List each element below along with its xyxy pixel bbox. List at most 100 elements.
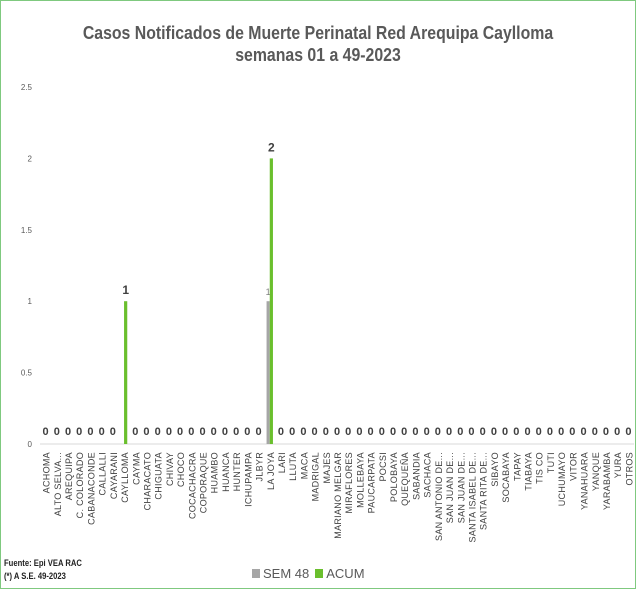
category-label: CHIGUATA <box>154 452 164 500</box>
data-label-acum: 0 <box>312 426 318 438</box>
chart-title: Casos Notificados de Muerte Perinatal Re… <box>82 23 554 43</box>
data-label-acum: 0 <box>491 426 497 438</box>
data-label-acum: 0 <box>110 426 116 438</box>
data-label-acum: 1 <box>122 283 129 297</box>
category-label: HUAMBO <box>210 452 220 493</box>
data-label-acum: 0 <box>99 426 105 438</box>
y-tick-label: 1.5 <box>21 226 33 235</box>
y-tick-label: 2.5 <box>21 83 33 92</box>
data-label-acum: 0 <box>323 426 329 438</box>
category-label: SOCABAYA <box>501 452 511 503</box>
category-label: MOLLEBAYA <box>355 452 365 508</box>
data-label-acum: 0 <box>244 426 250 438</box>
bar-acum <box>269 158 273 444</box>
category-label: SABANDIA <box>411 452 421 500</box>
category-label: OTROS <box>624 452 634 486</box>
data-label-acum: 0 <box>625 426 631 438</box>
category-label: CHOCO <box>176 452 186 487</box>
category-label: JLBYR <box>255 452 265 482</box>
legend: SEM 48 ACUM <box>252 566 365 581</box>
category-label: YARABAMBA <box>602 452 612 510</box>
category-label: AREQUIPA <box>64 452 74 500</box>
data-label-acum: 0 <box>334 426 340 438</box>
category-label: CALLALLI <box>98 452 108 495</box>
data-label-acum: 0 <box>255 426 261 438</box>
category-label: SAN ANTONIO DE... <box>434 452 444 541</box>
category-label: CAYARANI <box>109 452 119 499</box>
y-tick-label: 2 <box>28 154 33 163</box>
category-label: C. COLORADO <box>75 452 85 518</box>
data-label-acum: 0 <box>222 426 228 438</box>
category-label: TIS CO <box>535 452 545 484</box>
source-note: Fuente: Epi VEA RAC <box>4 558 82 568</box>
data-label-acum: 0 <box>390 426 396 438</box>
data-label-acum: 0 <box>356 426 362 438</box>
category-label: SAN JUAN DE... <box>456 452 466 523</box>
chart-title-block: Casos Notificados de Muerte Perinatal Re… <box>38 22 598 66</box>
data-label-acum: 0 <box>155 426 161 438</box>
y-tick-label: 0.5 <box>21 369 33 378</box>
data-label-sem48: 1 <box>266 287 271 297</box>
data-label-acum: 0 <box>379 426 385 438</box>
category-label: MIRAFLORES <box>344 452 354 514</box>
category-label: YANAHUARA <box>580 452 590 510</box>
category-label: LARI <box>277 452 287 473</box>
data-label-acum: 2 <box>268 140 275 154</box>
y-tick-label: 0 <box>28 440 33 449</box>
category-label: MACA <box>299 452 309 479</box>
data-label-acum: 0 <box>581 426 587 438</box>
category-label: TIABAYA <box>524 452 534 491</box>
data-label-acum: 0 <box>54 426 60 438</box>
data-label-acum: 0 <box>480 426 486 438</box>
category-label: HUNTER <box>232 452 242 491</box>
data-label-acum: 0 <box>143 426 149 438</box>
data-label-acum: 0 <box>424 426 430 438</box>
data-label-acum: 0 <box>76 426 82 438</box>
data-label-acum: 0 <box>368 426 374 438</box>
data-label-acum: 0 <box>166 426 172 438</box>
data-label-acum: 0 <box>468 426 474 438</box>
data-label-acum: 0 <box>87 426 93 438</box>
category-label: TUTI <box>546 452 556 473</box>
data-label-acum: 0 <box>199 426 205 438</box>
category-label: SACHACA <box>423 452 433 498</box>
category-label: HUANCA <box>221 452 231 492</box>
category-label: TAPAY <box>512 452 522 481</box>
category-label: ACHOMA <box>42 452 52 493</box>
category-label: VITOR <box>568 452 578 481</box>
category-label: MAJES <box>322 452 332 484</box>
chart-subtitle: semanas 01 a 49-2023 <box>235 45 401 65</box>
data-label-acum: 0 <box>513 426 519 438</box>
data-label-acum: 0 <box>524 426 530 438</box>
data-label-acum: 0 <box>592 426 598 438</box>
category-label: POCSI <box>378 452 388 482</box>
data-label-acum: 0 <box>547 426 553 438</box>
category-label: COPORAQUE <box>199 452 209 513</box>
legend-item-acum: ACUM <box>315 566 365 581</box>
data-label-acum: 0 <box>401 426 407 438</box>
bar-acum <box>124 301 128 444</box>
category-label: LLUTA <box>288 452 298 481</box>
data-label-acum: 0 <box>65 426 71 438</box>
data-label-acum: 0 <box>457 426 463 438</box>
category-label: MARIANO MELGAR <box>333 452 343 539</box>
data-label-acum: 0 <box>188 426 194 438</box>
category-label: CAYMA <box>131 452 141 485</box>
category-label: ALTO SELVA... <box>53 452 63 516</box>
data-label-acum: 0 <box>211 426 217 438</box>
data-label-acum: 0 <box>177 426 183 438</box>
category-label: CABANACONDE <box>86 452 96 525</box>
category-label: SANTA RITA DE... <box>479 452 489 530</box>
bar-sem48 <box>266 301 270 444</box>
data-label-acum: 0 <box>278 426 284 438</box>
category-label: YURA <box>613 452 623 478</box>
category-label: UCHUMAYO <box>557 452 567 506</box>
y-tick-label: 1 <box>28 297 33 306</box>
category-label: PAUCARPATA <box>367 452 377 513</box>
data-label-acum: 0 <box>300 426 306 438</box>
data-label-acum: 0 <box>558 426 564 438</box>
data-label-acum: 0 <box>536 426 542 438</box>
category-label: CAYLLOMA <box>120 452 130 503</box>
category-label: CHIVAY <box>165 452 175 486</box>
legend-swatch-sem48 <box>252 569 260 578</box>
